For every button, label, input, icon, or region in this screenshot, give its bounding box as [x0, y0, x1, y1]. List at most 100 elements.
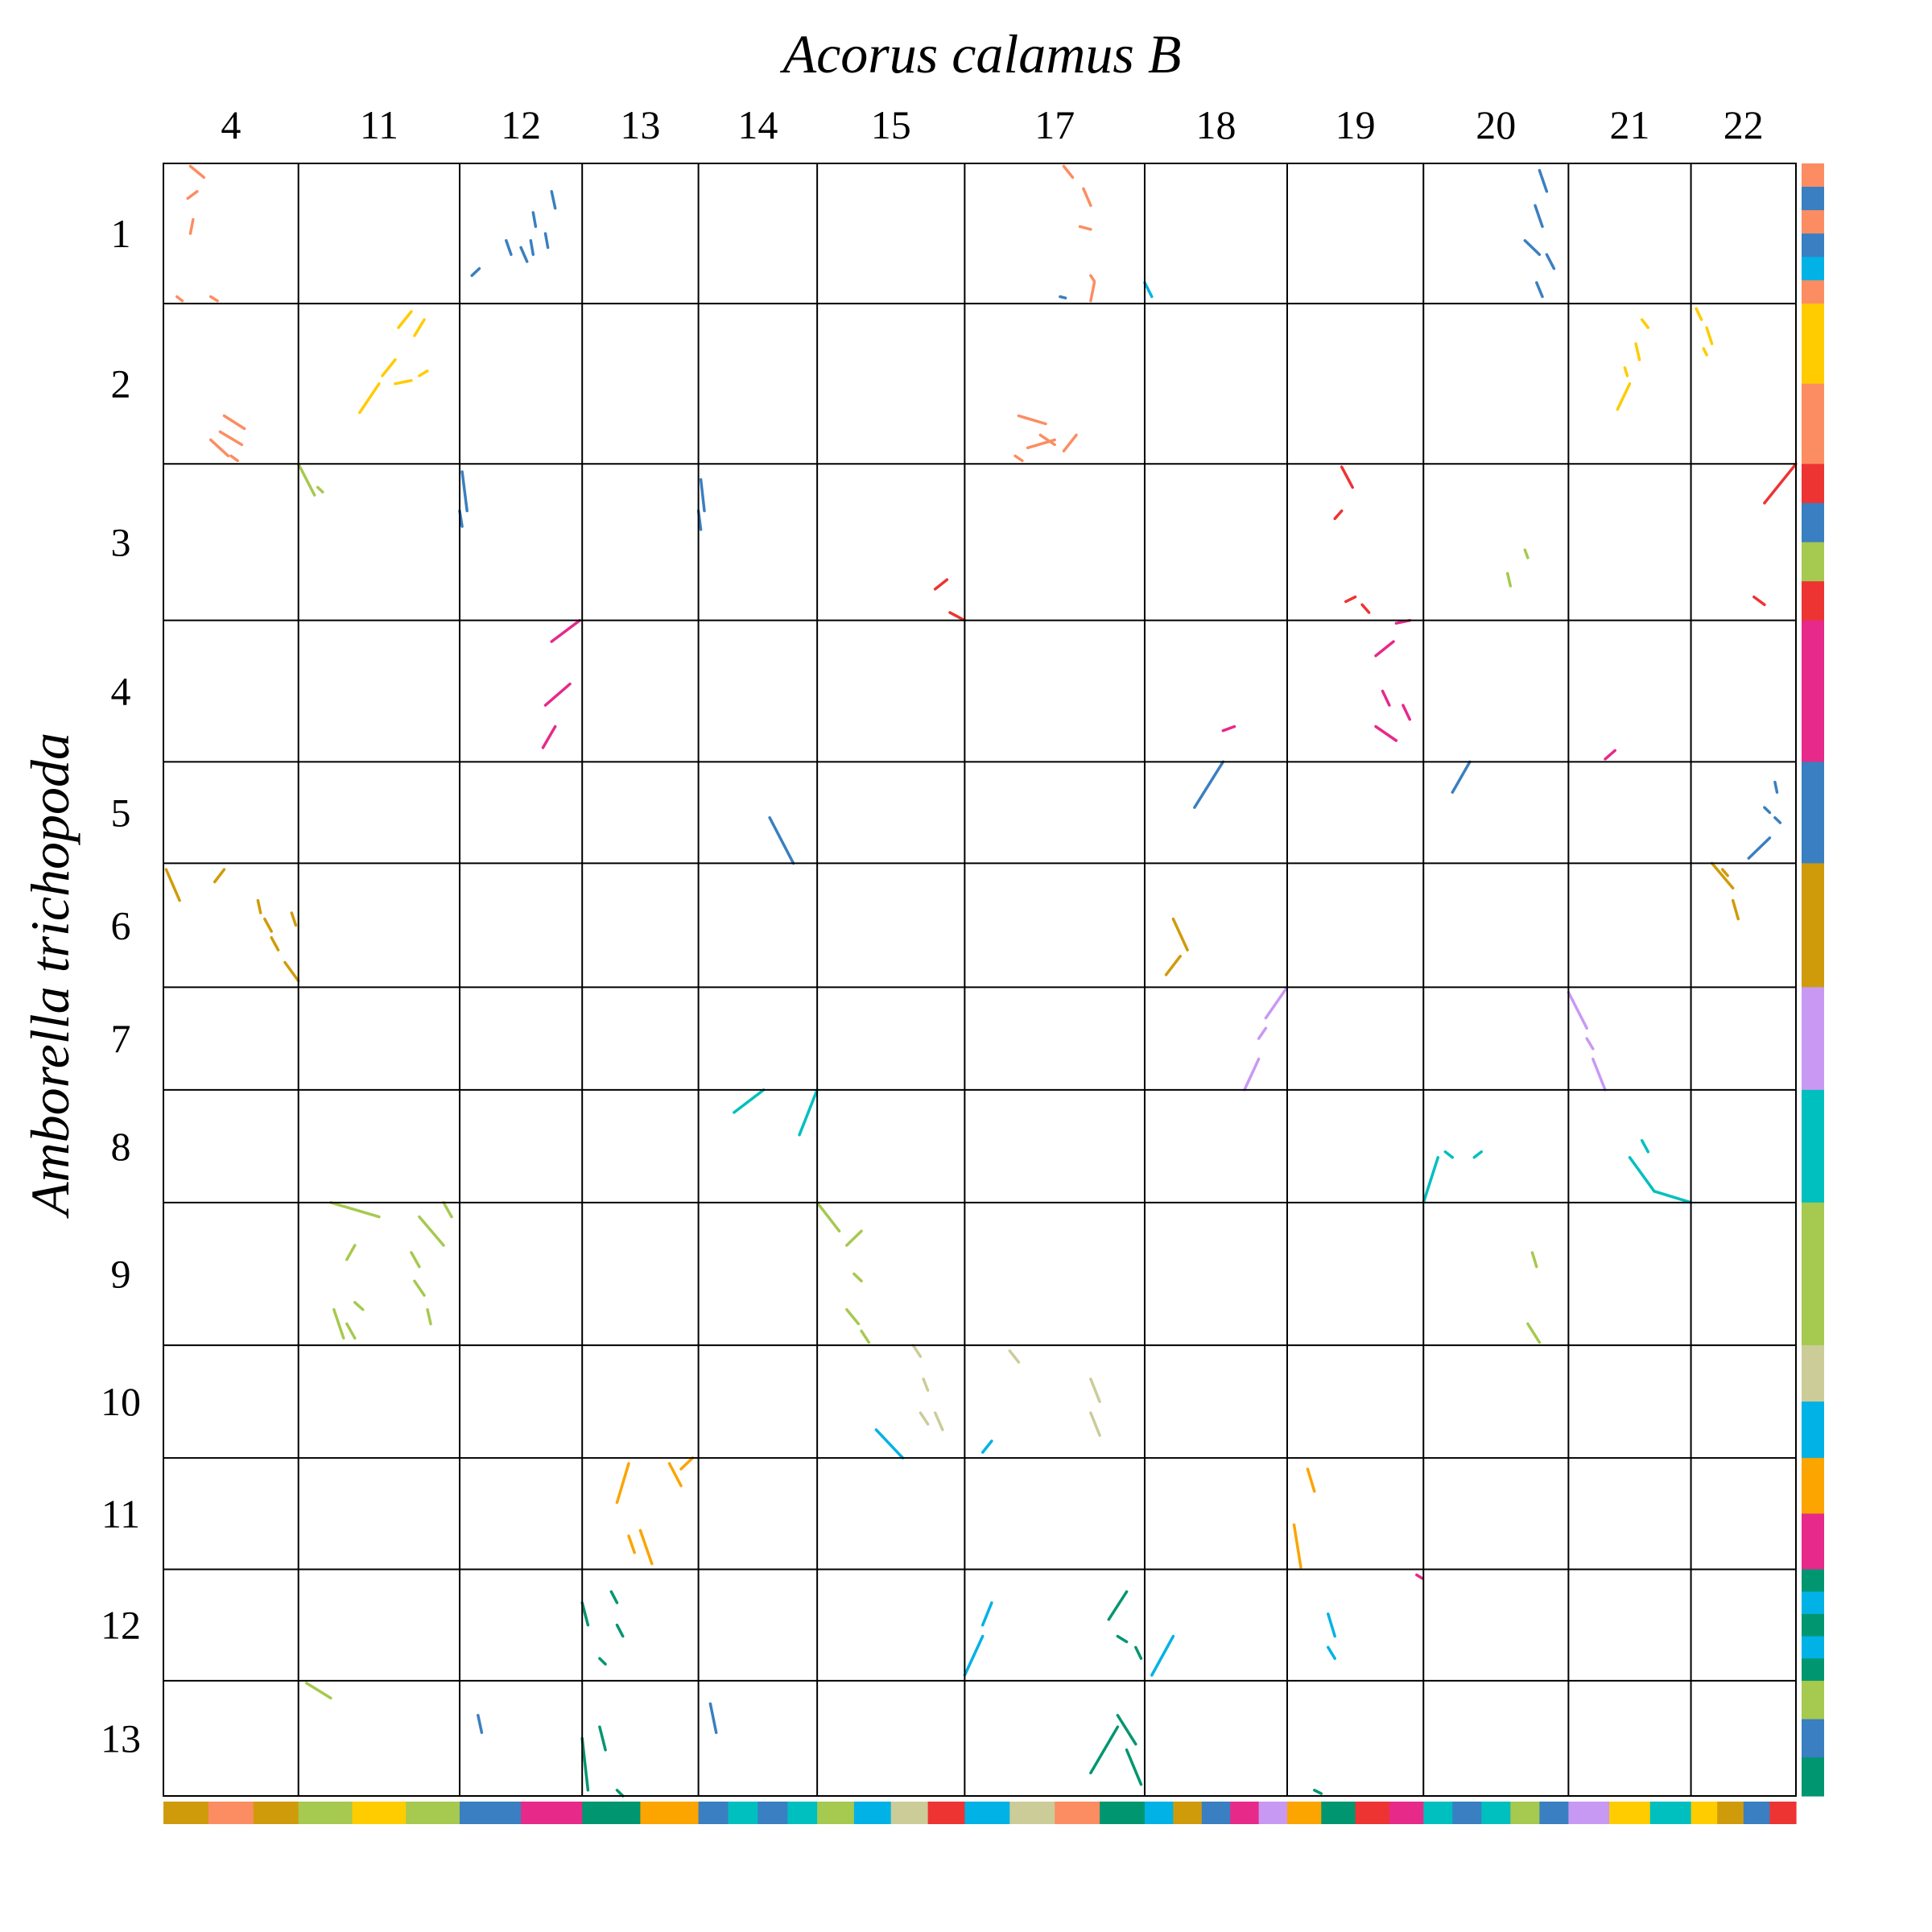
- synteny-segment: [329, 1201, 381, 1219]
- synteny-segment: [1705, 326, 1714, 345]
- chromosome-color-band: [1802, 187, 1824, 211]
- x-tick-label: 17: [1034, 102, 1075, 147]
- chromosome-color-band: [406, 1802, 460, 1824]
- chromosome-color-band: [964, 1802, 1010, 1824]
- chromosome-color-band: [1802, 163, 1824, 188]
- synteny-segment: [543, 682, 572, 707]
- synteny-segment: [1164, 955, 1182, 976]
- synteny-segment: [1402, 704, 1412, 721]
- synteny-segment: [1763, 806, 1772, 815]
- synteny-segment: [290, 911, 298, 927]
- synteny-segment: [1535, 281, 1544, 299]
- chromosome-color-band: [1510, 1802, 1540, 1824]
- synteny-segment: [1116, 1634, 1129, 1644]
- synteny-segment: [188, 164, 206, 180]
- chromosome-color-band: [1802, 1202, 1824, 1346]
- synteny-segment: [1327, 1612, 1336, 1638]
- synteny-segment: [852, 1272, 863, 1283]
- synteny-segment: [615, 1623, 625, 1638]
- y-axis-title: Amborella trichopoda: [19, 733, 80, 1219]
- y-tick-label: 7: [111, 1016, 131, 1061]
- chromosome-color-band: [787, 1802, 818, 1824]
- synteny-segment: [598, 1725, 607, 1752]
- synteny-segment: [175, 295, 184, 303]
- synteny-segment: [1013, 454, 1024, 463]
- synteny-segment: [1171, 917, 1189, 952]
- synteny-segment: [531, 211, 538, 229]
- synteny-segment: [358, 382, 381, 415]
- synteny-segment: [1731, 898, 1740, 921]
- synteny-segment: [1640, 318, 1650, 329]
- synteny-segment: [270, 935, 280, 952]
- y-tick-label: 6: [111, 902, 131, 947]
- synteny-segment: [418, 1215, 445, 1247]
- chromosome-color-band: [1100, 1802, 1146, 1824]
- chromosome-color-band: [521, 1802, 583, 1824]
- synteny-segment: [1604, 749, 1616, 761]
- synteny-segment: [1374, 640, 1395, 658]
- synteny-segment: [615, 1462, 630, 1505]
- chromosome-color-band: [1802, 502, 1824, 543]
- chromosome-color-band: [208, 1802, 254, 1824]
- synteny-segment: [1710, 861, 1735, 890]
- synteny-segment: [1082, 187, 1092, 208]
- synteny-segment: [699, 477, 706, 513]
- chromosome-color-band: [1539, 1802, 1569, 1824]
- chromosome-color-bars: [163, 163, 1824, 1824]
- x-tick-label: 13: [620, 102, 660, 147]
- synteny-segment: [1089, 274, 1096, 283]
- synteny-segment: [543, 232, 550, 250]
- synteny-segment: [550, 190, 557, 210]
- x-tick-label: 14: [737, 102, 778, 147]
- synteny-segment: [1150, 1634, 1175, 1677]
- synteny-segment: [638, 1529, 654, 1566]
- x-tick-label: 21: [1610, 102, 1650, 147]
- synteny-segment: [1634, 342, 1641, 361]
- synteny-segment: [381, 358, 397, 378]
- synteny-segment: [1763, 462, 1798, 505]
- chromosome-color-band: [640, 1802, 700, 1824]
- synteny-segment: [394, 378, 413, 386]
- synteny-segment: [708, 1702, 718, 1735]
- synteny-segment: [874, 1428, 905, 1459]
- synteny-segment: [477, 1714, 484, 1735]
- x-axis-title: Acorus calamus B: [780, 23, 1182, 85]
- chromosome-color-band: [1802, 1636, 1824, 1659]
- x-tick-label: 11: [360, 102, 398, 147]
- synteny-segment: [1628, 1156, 1656, 1193]
- x-tick-label: 18: [1196, 102, 1236, 147]
- chromosome-color-band: [1802, 210, 1824, 234]
- chromosome-color-band: [1802, 581, 1824, 621]
- synteny-segment: [1567, 990, 1588, 1030]
- chromosome-color-band: [1568, 1802, 1610, 1824]
- plot-frame: [163, 163, 1797, 1797]
- synteny-blocks: [164, 164, 1798, 1798]
- chromosome-color-band: [1609, 1802, 1651, 1824]
- synteny-segment: [1089, 1377, 1101, 1403]
- chromosome-color-band: [728, 1802, 758, 1824]
- synteny-segment: [1038, 433, 1056, 447]
- chromosome-color-band: [1649, 1802, 1692, 1824]
- synteny-segment: [1333, 509, 1344, 521]
- synteny-segment: [442, 1201, 453, 1219]
- synteny-segment: [1134, 1645, 1143, 1660]
- synteny-segment: [768, 815, 795, 865]
- chromosome-color-band: [758, 1802, 788, 1824]
- chromosome-color-band: [1802, 1591, 1824, 1615]
- y-tick-label: 3: [111, 520, 131, 565]
- chromosome-color-band: [698, 1802, 729, 1824]
- chromosome-color-band: [1452, 1802, 1482, 1824]
- synteny-segment: [505, 239, 513, 256]
- y-tick-label: 1: [111, 211, 131, 256]
- synteny-segment: [1313, 1789, 1323, 1795]
- synteny-segment: [213, 868, 226, 884]
- chromosome-color-band: [1802, 987, 1824, 1091]
- synteny-segment: [1078, 225, 1092, 231]
- synteny-segment: [1107, 1590, 1129, 1621]
- chromosome-color-band: [1802, 1613, 1824, 1637]
- synteny-segment: [980, 1601, 993, 1627]
- chromosome-color-band: [1389, 1802, 1424, 1824]
- synteny-segment: [256, 898, 262, 914]
- synteny-segment: [860, 1329, 871, 1344]
